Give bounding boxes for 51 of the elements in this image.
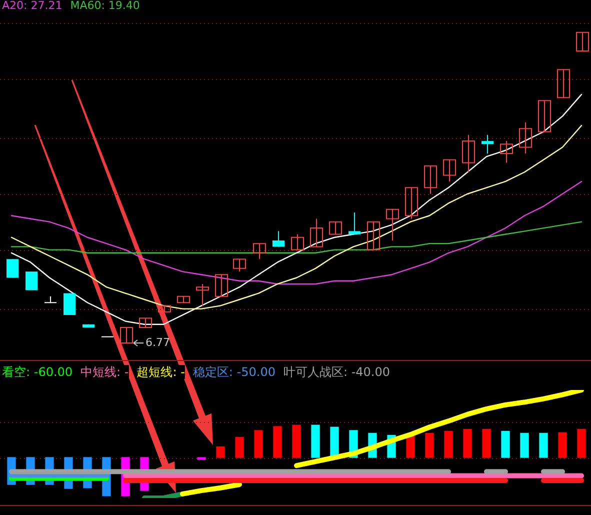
bar [292, 424, 301, 458]
candlestick [139, 318, 152, 328]
candlestick [519, 122, 532, 154]
candlestick [329, 221, 342, 235]
candlestick [196, 283, 209, 306]
bar [330, 426, 339, 458]
candlestick [462, 134, 475, 173]
bar [311, 424, 320, 458]
bar [558, 432, 567, 458]
text: 中短线: - [80, 365, 129, 379]
candlestick [348, 212, 360, 235]
candlestick [253, 243, 266, 260]
candlestick [120, 326, 133, 344]
bar [254, 430, 263, 458]
text: A20: 27.21 [2, 0, 62, 12]
bar [235, 436, 244, 458]
bar [406, 434, 415, 458]
bar [444, 430, 453, 458]
candlestick [233, 258, 246, 272]
bar [520, 432, 529, 458]
bar [273, 426, 282, 458]
candlestick [272, 230, 284, 248]
candlestick [291, 234, 304, 250]
bar [482, 428, 491, 458]
text: MA60: 19.40 [70, 0, 140, 12]
candlestick [424, 165, 437, 194]
candlestick [386, 208, 399, 241]
candlestick [215, 274, 228, 297]
bar [463, 428, 472, 458]
candlestick [367, 221, 380, 250]
text: 稳定区: -50.00 [192, 365, 276, 379]
text: 看空: -60.00 [2, 365, 73, 379]
candlestick [6, 258, 18, 278]
candlestick [557, 69, 570, 98]
bar [577, 428, 586, 458]
candlestick [26, 271, 38, 291]
bar [197, 457, 206, 460]
candlestick [576, 32, 589, 52]
candlestick [405, 187, 418, 220]
bar [501, 430, 510, 458]
annotation: 6.77 [146, 336, 170, 349]
bar [425, 432, 434, 458]
candlestick [443, 159, 456, 182]
candlestick [500, 140, 513, 164]
bar [539, 432, 548, 458]
bar [216, 446, 225, 458]
candlestick [538, 100, 551, 132]
text: 叶可人战区: -40.00 [283, 365, 390, 379]
candlestick [310, 218, 323, 248]
candlestick [482, 134, 494, 154]
text: 超短线: - [136, 365, 185, 379]
